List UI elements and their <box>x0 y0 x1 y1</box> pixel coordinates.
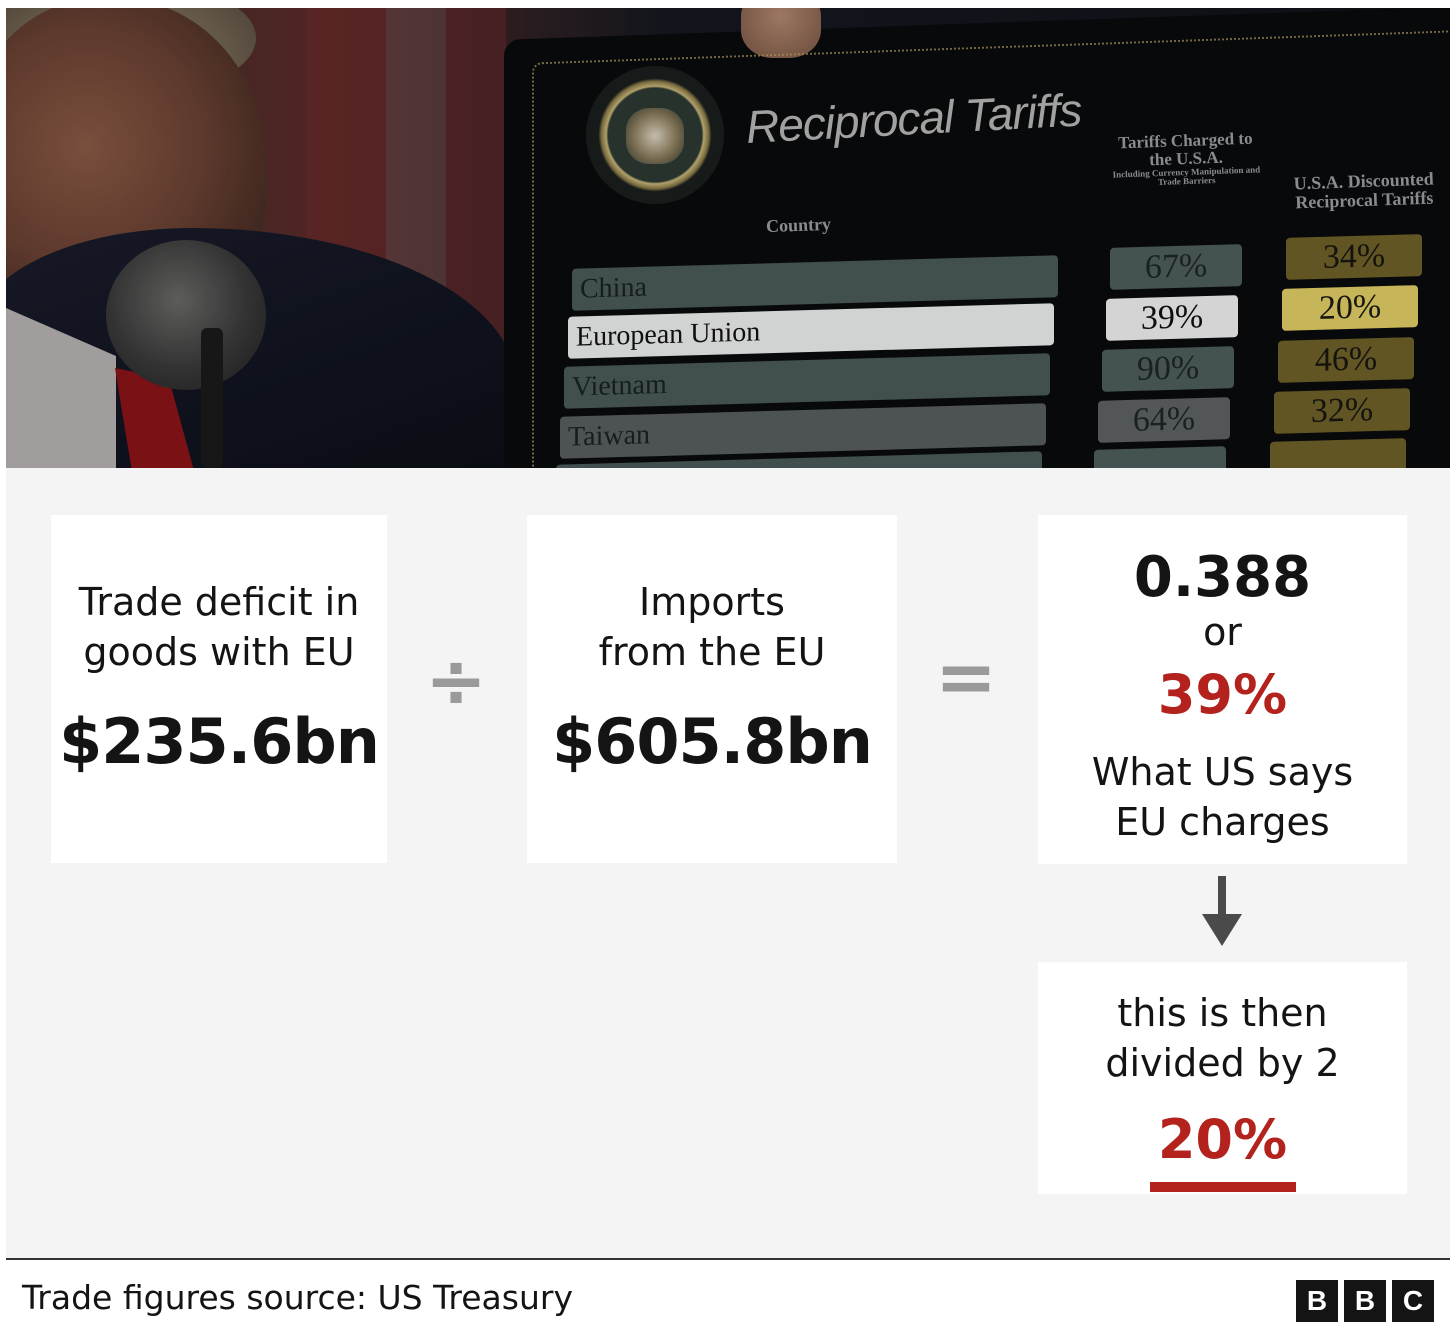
result-label: What US says EU charges <box>1091 750 1354 844</box>
halved-percent: 20% <box>1157 1108 1288 1171</box>
trade-deficit-box: Trade deficit in goods with EU $235.6bn <box>51 515 387 863</box>
infographic: Reciprocal Tariffs Country Tariffs Charg… <box>6 8 1450 1334</box>
halved-label: this is then divided by 2 <box>1105 991 1340 1085</box>
halved-box: this is then divided by 2 20% <box>1038 962 1407 1194</box>
imports-amount: $605.8bn <box>552 705 873 778</box>
result-box: 0.388 or 39% What US says EU charges <box>1038 515 1407 864</box>
source-text: Trade figures source: US Treasury <box>22 1278 573 1317</box>
result-ratio: 0.388 <box>1133 545 1312 610</box>
halved-underline <box>1150 1182 1296 1192</box>
imports-box: Imports from the EU $605.8bn <box>527 515 897 863</box>
equals-icon: = <box>934 634 997 720</box>
footer: Trade figures source: US Treasury B B C <box>6 1260 1450 1334</box>
trade-deficit-label: Trade deficit in goods with EU <box>78 580 360 674</box>
result-percent: 39% <box>1157 663 1288 726</box>
bbc-logo-letter: B <box>1296 1280 1338 1322</box>
bbc-logo-letter: B <box>1344 1280 1386 1322</box>
bbc-logo: B B C <box>1296 1280 1434 1322</box>
hand <box>741 8 821 58</box>
footer-divider <box>6 1258 1450 1260</box>
divide-icon: ÷ <box>424 638 487 724</box>
trade-deficit-amount: $235.6bn <box>59 705 380 778</box>
microphone-icon <box>106 240 266 390</box>
header-photo: Reciprocal Tariffs Country Tariffs Charg… <box>6 8 1450 468</box>
result-or: or <box>1203 610 1242 654</box>
bbc-logo-letter: C <box>1392 1280 1434 1322</box>
imports-label: Imports from the EU <box>598 580 826 674</box>
arrow-down-icon <box>1202 876 1242 946</box>
